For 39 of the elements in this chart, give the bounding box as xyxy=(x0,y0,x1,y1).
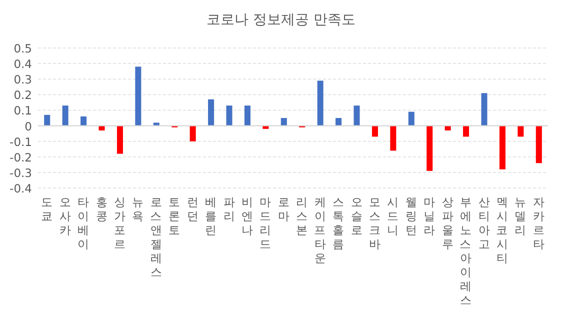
x-tick-label: 파리 xyxy=(222,195,236,223)
x-tick-label: 뉴욕 xyxy=(132,195,145,223)
x-tick-label: 멕시코 시티 xyxy=(496,195,509,265)
y-tick-label: 0.4 xyxy=(14,57,32,72)
y-tick-label: -0.2 xyxy=(10,150,32,164)
y-tick-label: -0.3 xyxy=(10,166,32,180)
chart-title: 코로나 정보제공 만족도 xyxy=(206,12,356,28)
y-tick-label: 0 xyxy=(24,119,32,134)
x-tick-label: 부에노스 아이레스 xyxy=(460,195,473,307)
x-tick-label: 토론토 xyxy=(168,195,182,237)
y-tick-label: 0.5 xyxy=(14,42,32,56)
x-tick-label: 홍콩 xyxy=(95,195,108,223)
x-tick-label: 로스 앤젤레스 xyxy=(150,195,163,279)
x-tick-label: 스톡홀름 xyxy=(332,195,346,251)
y-tick-label: -0.4 xyxy=(10,182,32,196)
x-tick-label: 상파울루 xyxy=(441,195,454,251)
x-tick-label: 웰링턴 xyxy=(404,195,418,237)
x-tick-label: 뉴델리 xyxy=(514,195,528,237)
y-tick-label: -0.1 xyxy=(10,134,32,149)
x-tick-label: 오사카 xyxy=(58,195,72,237)
x-tick-label: 모스크바 xyxy=(368,195,382,251)
y-tick-label: 0.1 xyxy=(14,104,32,118)
x-tick-label: 오슬로 xyxy=(350,195,364,237)
x-tick-label: 마드리드 xyxy=(259,195,272,251)
x-tick-label: 타이베이 xyxy=(77,195,90,251)
x-tick-label: 비엔나 xyxy=(240,195,254,237)
x-tick-label: 마닐라 xyxy=(423,195,436,237)
x-tick-label: 로마 xyxy=(277,195,290,223)
x-tick-label: 자카르타 xyxy=(532,195,546,251)
x-tick-label: 베를린 xyxy=(204,195,218,237)
x-tick-label: 케이프 타운 xyxy=(314,195,327,265)
x-tick-label: 리스본 xyxy=(296,195,309,237)
x-tick-label: 산티아고 xyxy=(478,195,491,251)
y-tick-label: 0.2 xyxy=(14,88,32,102)
x-tick-label: 런던 xyxy=(186,195,200,223)
y-tick-label: 0.3 xyxy=(14,72,32,87)
x-tick-label: 싱가포르 xyxy=(113,195,126,251)
x-tick-label: 도쿄 xyxy=(40,195,54,223)
x-tick-label: 시드니 xyxy=(386,195,400,237)
